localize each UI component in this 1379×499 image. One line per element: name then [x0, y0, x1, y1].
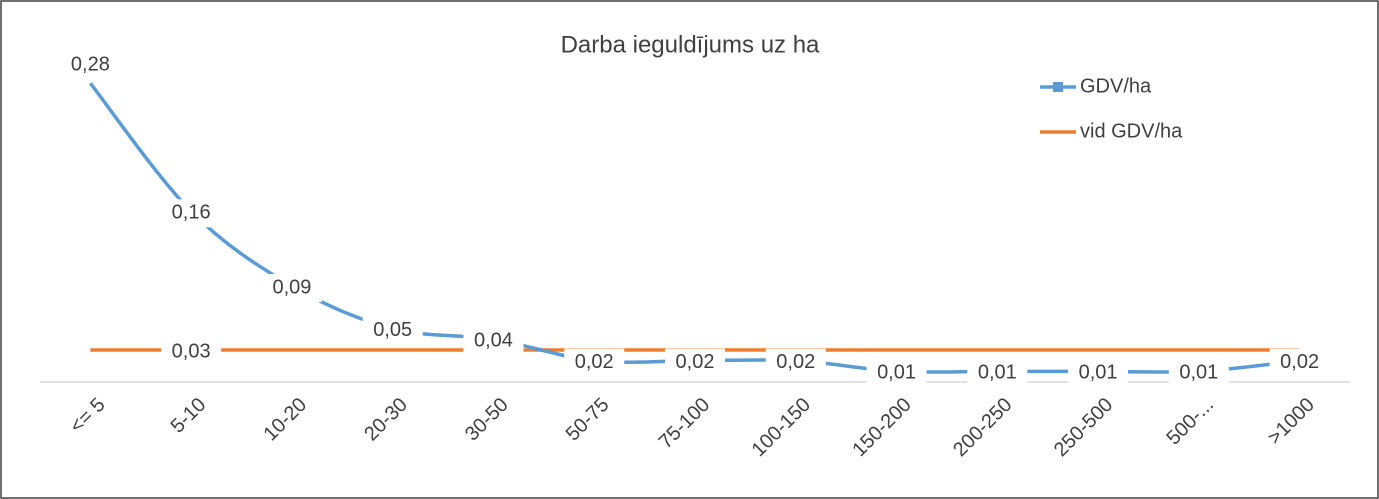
- data-label: 0,02: [1280, 351, 1319, 373]
- data-label-group: 0,04: [463, 327, 524, 356]
- data-label: 0,01: [877, 362, 916, 384]
- data-label-group: 0,09: [261, 274, 322, 302]
- data-label-bg: [866, 359, 927, 388]
- data-label-group: 0,03: [161, 338, 222, 366]
- data-label: 0,02: [575, 351, 614, 373]
- data-label-bg: [463, 327, 524, 356]
- data-label-group: 0,02: [564, 348, 625, 377]
- data-label: 0,01: [978, 362, 1017, 384]
- data-label-group: 0,28: [60, 51, 121, 80]
- legend-marker: [1053, 82, 1063, 92]
- data-label-group: 0,02: [1269, 348, 1330, 377]
- data-label-bg: [261, 274, 322, 302]
- data-label-group: 0,02: [765, 348, 826, 377]
- data-label-group: 0,01: [1168, 359, 1229, 388]
- data-label: 0,16: [172, 202, 211, 224]
- data-label-bg: [765, 348, 826, 377]
- data-label-bg: [60, 51, 121, 80]
- data-label-group: 0,01: [967, 359, 1028, 388]
- legend-label: GDV/ha: [1080, 75, 1152, 97]
- data-label-bg: [1068, 359, 1129, 388]
- data-label-group: 0,16: [161, 199, 222, 228]
- chart-title: Darba ieguldījums uz ha: [561, 31, 820, 58]
- data-label-group: 0,01: [866, 359, 927, 388]
- data-label: 0,01: [1179, 362, 1218, 384]
- data-label-group: 0,02: [665, 348, 725, 377]
- data-label: 0,28: [71, 54, 110, 76]
- data-label-group: 0,01: [1068, 359, 1129, 388]
- data-label-bg: [362, 316, 423, 345]
- data-label: 0,02: [776, 351, 815, 373]
- data-label: 0,01: [1079, 362, 1118, 384]
- data-label-bg: [967, 359, 1028, 388]
- data-label-bg: [1269, 348, 1330, 377]
- data-label: 0,04: [474, 330, 513, 352]
- data-label-bg: [1168, 359, 1229, 388]
- data-label: 0,02: [676, 351, 715, 373]
- data-label: 0,05: [373, 319, 412, 341]
- data-label: 0,09: [272, 276, 311, 298]
- data-label-bg: [161, 199, 222, 228]
- data-label-group: 0,05: [362, 316, 423, 345]
- data-label: 0,03: [172, 340, 211, 362]
- data-label-bg: [665, 348, 725, 377]
- legend-label: vid GDV/ha: [1080, 120, 1183, 142]
- data-label-bg: [161, 338, 222, 366]
- data-label-bg: [564, 348, 625, 377]
